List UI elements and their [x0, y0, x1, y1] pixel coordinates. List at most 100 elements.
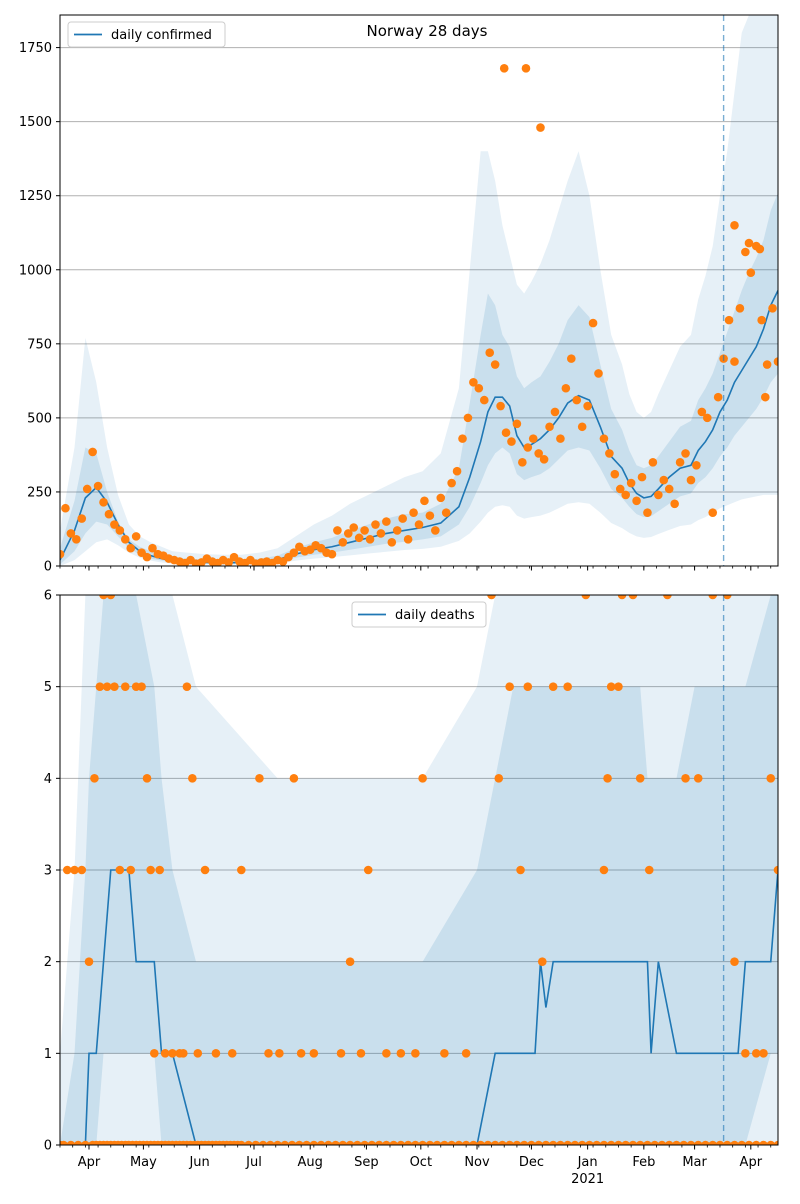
data-point — [592, 1140, 601, 1145]
data-point — [487, 595, 496, 600]
data-point — [280, 1140, 290, 1145]
data-point — [664, 1140, 674, 1145]
data-point — [536, 123, 545, 132]
data-point — [155, 865, 165, 875]
data-point — [708, 595, 718, 600]
data-point — [461, 1049, 471, 1058]
data-point — [759, 1140, 768, 1145]
data-point — [599, 434, 609, 443]
data-point — [403, 1140, 413, 1145]
x-tick-label: Nov — [464, 1155, 490, 1170]
data-point — [273, 1140, 282, 1145]
data-point — [296, 1049, 306, 1058]
legend-label: daily deaths — [395, 608, 475, 623]
inner-band — [60, 595, 778, 1145]
data-point — [610, 469, 620, 479]
data-point — [258, 1140, 268, 1145]
data-point — [414, 520, 424, 529]
data-point — [670, 499, 679, 509]
data-point — [365, 535, 375, 544]
data-point — [496, 401, 505, 411]
data-point — [82, 484, 92, 494]
y-tick-label: 500 — [27, 411, 52, 426]
data-point — [523, 682, 533, 691]
data-point — [672, 1140, 681, 1145]
data-point — [77, 514, 87, 523]
data-point — [550, 407, 560, 417]
data-point — [643, 1140, 652, 1145]
data-point — [751, 1049, 761, 1058]
data-point — [766, 1140, 776, 1145]
data-point — [420, 496, 429, 506]
data-point — [594, 369, 603, 378]
data-point — [88, 447, 97, 457]
y-tick-label: 1000 — [19, 263, 52, 278]
data-point — [387, 538, 397, 547]
data-point — [577, 422, 587, 432]
data-point — [744, 238, 754, 248]
data-point — [168, 1049, 177, 1058]
data-point — [614, 682, 623, 691]
data-point — [539, 455, 549, 464]
data-point — [436, 493, 446, 503]
data-point — [490, 360, 500, 369]
data-point — [735, 303, 745, 313]
data-point — [200, 865, 210, 875]
data-point — [72, 535, 81, 544]
data-point — [744, 1140, 754, 1145]
data-point — [237, 865, 246, 875]
data-point — [289, 774, 299, 783]
data-point — [572, 395, 582, 405]
data-point — [264, 1049, 273, 1058]
y-tick-label: 3 — [44, 864, 52, 879]
data-point — [545, 422, 554, 432]
data-point — [697, 407, 707, 417]
x-tick-label: Jun — [188, 1155, 209, 1170]
data-point — [693, 774, 703, 783]
data-point — [289, 548, 299, 557]
data-point — [476, 1140, 485, 1145]
data-point — [561, 383, 571, 393]
data-point — [626, 478, 636, 488]
legend-box — [67, 21, 226, 48]
data-point — [382, 1049, 391, 1058]
y-tick-label: 2 — [44, 955, 52, 970]
legend: daily confirmed — [67, 21, 226, 48]
x-tick-label: Oct — [410, 1155, 432, 1170]
x-tick-label: Mar — [682, 1155, 707, 1170]
data-point — [409, 508, 418, 517]
data-point — [389, 1140, 398, 1145]
data-point — [382, 517, 391, 526]
data-point — [266, 1140, 275, 1145]
data-point — [581, 595, 591, 600]
data-point — [333, 526, 342, 535]
data-point — [431, 526, 440, 535]
data-point — [686, 1140, 696, 1145]
data-point — [741, 247, 750, 257]
y-tick-label: 5 — [44, 680, 52, 695]
y-tick-label: 750 — [27, 337, 52, 352]
data-point — [160, 1049, 170, 1058]
data-point — [331, 1140, 340, 1145]
x-tick-label: Aug — [298, 1155, 323, 1170]
data-point — [469, 378, 478, 387]
data-point — [324, 1140, 333, 1145]
data-point — [650, 1140, 660, 1145]
data-point — [644, 865, 654, 875]
data-point — [730, 957, 739, 966]
x-tick-label: May — [130, 1155, 157, 1170]
data-point — [692, 460, 701, 470]
data-point — [766, 774, 776, 783]
data-point — [523, 443, 533, 452]
data-point — [615, 484, 625, 494]
data-point — [60, 549, 65, 559]
deaths-chart: 0 1 2 3 4 5 6 Apr May Jun Jul Aug Sep Oct Nov Dec Jan Feb… — [44, 589, 779, 1187]
data-point — [336, 1049, 346, 1058]
data-point — [757, 315, 766, 325]
data-point — [178, 1049, 188, 1058]
chart-title: Norway 28 days — [367, 22, 488, 40]
data-point — [516, 865, 525, 875]
data-point — [737, 1140, 747, 1145]
data-point — [237, 1140, 246, 1145]
